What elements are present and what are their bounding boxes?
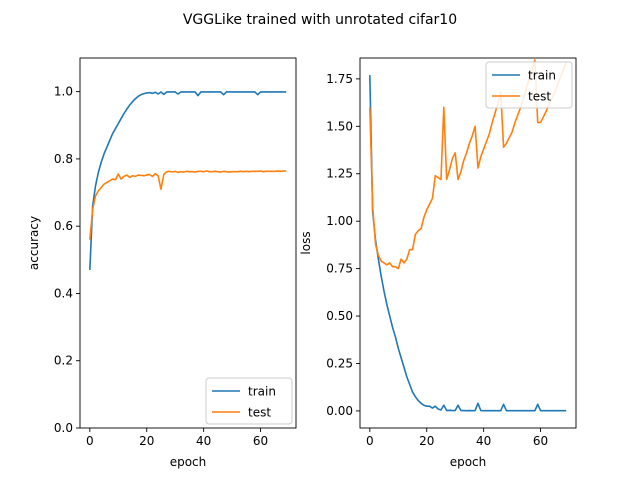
y-axis-label: loss: [299, 231, 313, 254]
y-tick-label: 0.8: [54, 152, 73, 166]
y-tick-label: 0.75: [326, 262, 353, 276]
axes-frame: [359, 57, 577, 429]
x-tick-label: 40: [476, 434, 491, 448]
legend-label-train: train: [528, 69, 556, 83]
legend-label-train: train: [248, 385, 276, 399]
y-tick-label: 0.2: [54, 354, 73, 368]
y-tick-label: 0.6: [54, 219, 73, 233]
x-tick-label: 60: [533, 434, 548, 448]
figure-title: VGGLike trained with unrotated cifar10: [183, 12, 457, 28]
x-axis-label: epoch: [170, 455, 207, 469]
x-tick-label: 0: [366, 434, 374, 448]
legend: train test: [205, 377, 293, 425]
y-tick-label: 0.25: [326, 356, 353, 370]
y-tick-label: 0.0: [54, 421, 73, 435]
x-tick-label: 20: [419, 434, 434, 448]
y-tick-label: 0.50: [326, 309, 353, 323]
subplot-loss: 0 20 40 60 0.00 0.25 0.50 0.75 1.00 1.25 1.50 1.75 e…: [299, 57, 577, 469]
y-tick-label: 0.00: [326, 404, 353, 418]
axes-frame: [79, 57, 297, 429]
x-tick-label: 0: [86, 434, 94, 448]
series-line-train: [89, 91, 287, 270]
legend: train test: [485, 61, 573, 109]
legend-label-test: test: [528, 90, 551, 104]
x-axis-label: epoch: [450, 455, 487, 469]
x-tick-label: 40: [196, 434, 211, 448]
y-tick-label: 1.00: [326, 214, 353, 228]
legend-label-test: test: [248, 406, 271, 420]
y-tick-label: 1.25: [326, 167, 353, 181]
y-tick-label: 0.4: [54, 286, 73, 300]
y-tick-label: 1.75: [326, 72, 353, 86]
series-line-train: [369, 75, 567, 412]
x-tick-label: 20: [139, 434, 154, 448]
x-tick-label: 60: [253, 434, 268, 448]
y-tick-label: 1.0: [54, 85, 73, 99]
subplot-accuracy: 0 20 40 60 0.0 0.2 0.4 0.6 0.8 1.0 epoch accuracy tr…: [27, 57, 297, 469]
y-axis-label: accuracy: [27, 216, 41, 270]
series-line-test: [89, 170, 287, 240]
y-tick-label: 1.50: [326, 119, 353, 133]
